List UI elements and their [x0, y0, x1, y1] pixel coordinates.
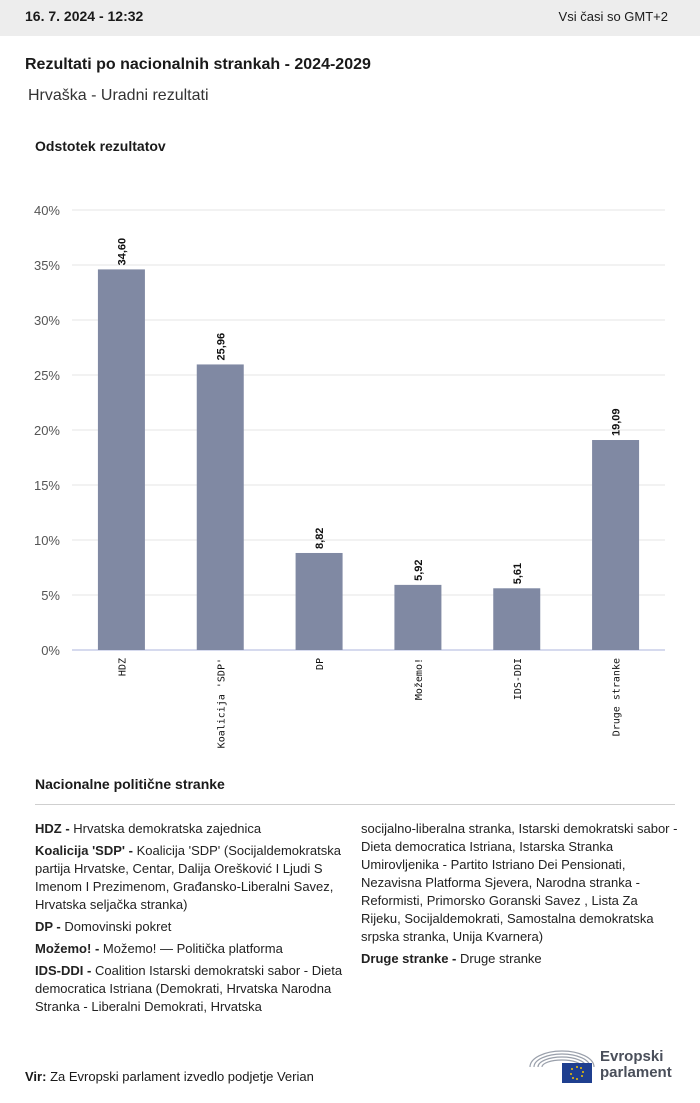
y-tick-label: 35% [34, 258, 60, 273]
legend-text: Coalition Istarski demokratski sabor - D… [35, 963, 343, 1014]
logo-text: Evropski parlament [600, 1049, 672, 1081]
legend-text: Hrvatska demokratska zajednica [73, 821, 262, 836]
legend-item-hdz: HDZ - Hrvatska demokratska zajednica [35, 820, 345, 838]
legend-item-mozemo: Možemo! - Možemo! — Politička platforma [35, 940, 345, 958]
y-tick-label: 25% [34, 368, 60, 383]
bar [394, 584, 442, 650]
bar-chart: 0% 5% 10% 15% 20% 25% 30% 35% 40% 34,60 HDZ 25,96 Ko… [34, 203, 665, 748]
legend-item-dp: DP - Domovinski pokret [35, 918, 345, 936]
legend-text: Domovinski pokret [64, 919, 172, 934]
parliament-hemicycle-icon [529, 1050, 595, 1083]
source-label: Vir: [25, 1069, 47, 1084]
bar [196, 364, 244, 650]
legend-item-sdp: Koalicija 'SDP' - Koalicija 'SDP' (Socij… [35, 842, 345, 914]
x-tick-label: Koalicija 'SDP' [216, 658, 227, 748]
data-label: 5,92 [413, 559, 425, 580]
legend-abbr: Možemo! - [35, 941, 100, 956]
y-tick-label: 40% [34, 203, 60, 218]
legend-item-ids-ddi: IDS-DDI - Coalition Istarski demokratski… [35, 962, 345, 1016]
x-tick-label: Možemo! [413, 658, 425, 700]
legend-abbr: HDZ - [35, 821, 70, 836]
source-text: Za Evropski parlament izvedlo podjetje V… [50, 1069, 314, 1084]
bar [97, 269, 145, 650]
logo-line-2: parlament [600, 1064, 672, 1081]
legend-item-druge-stranke: Druge stranke - Druge stranke [361, 950, 681, 968]
legend-abbr: IDS-DDI - [35, 963, 92, 978]
legend-item-ids-ddi-continued: socijalno-liberalna stranka, Istarski de… [361, 820, 681, 946]
bar [592, 440, 640, 650]
legend-column-right: socijalno-liberalna stranka, Istarski de… [361, 820, 681, 972]
legend-abbr: Druge stranke - [361, 951, 457, 966]
legend-column-left: HDZ - Hrvatska demokratska zajednica Koa… [35, 820, 345, 1020]
y-tick-label: 20% [34, 423, 60, 438]
y-tick-label: 15% [34, 478, 60, 493]
bar [493, 588, 541, 650]
y-tick-label: 0% [41, 643, 60, 658]
logo-line-1: Evropski [600, 1048, 664, 1065]
date-time: 16. 7. 2024 - 12:32 [25, 8, 144, 24]
legend-text: socijalno-liberalna stranka, Istarski de… [361, 821, 678, 944]
data-label: 19,09 [611, 408, 623, 436]
y-tick-label: 10% [34, 533, 60, 548]
legend-abbr: DP - [35, 919, 61, 934]
legend-text: Možemo! — Politička platforma [102, 941, 283, 956]
data-label: 34,60 [116, 238, 128, 266]
legend-title: Nacionalne politične stranke [35, 776, 225, 792]
x-tick-label: DP [315, 658, 326, 670]
page-subtitle: Hrvaška - Uradni rezultati [28, 87, 209, 104]
legend-divider [35, 804, 675, 805]
legend-text: Druge stranke [460, 951, 542, 966]
y-tick-label: 30% [34, 313, 60, 328]
data-label: 5,61 [512, 563, 524, 584]
top-bar: 16. 7. 2024 - 12:32 Vsi časi so GMT+2 [0, 0, 700, 36]
timezone-note: Vsi časi so GMT+2 [558, 9, 668, 24]
x-tick-label: HDZ [117, 658, 128, 676]
x-tick-label: IDS-DDI [513, 658, 524, 700]
y-axis-title: Odstotek rezultatov [35, 138, 166, 154]
legend-abbr: Koalicija 'SDP' - [35, 843, 133, 858]
data-label: 25,96 [215, 333, 227, 361]
bar [295, 552, 343, 650]
y-tick-label: 5% [41, 588, 60, 603]
data-label: 8,82 [314, 528, 326, 549]
legend-text: Koalicija 'SDP' (Socijaldemokratska part… [35, 843, 341, 912]
page-title: Rezultati po nacionalnih strankah - 2024… [25, 56, 371, 73]
x-tick-label: Druge stranke [612, 658, 623, 736]
european-parliament-logo: Evropski parlament [528, 1045, 678, 1087]
source-note: Vir: Za Evropski parlament izvedlo podje… [25, 1069, 314, 1084]
